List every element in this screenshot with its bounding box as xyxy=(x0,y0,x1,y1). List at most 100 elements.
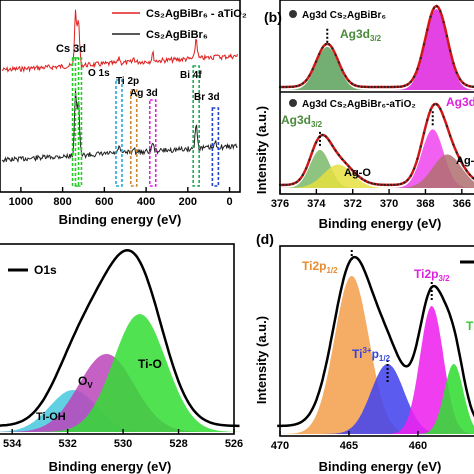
b-bottom-peak1-label: Ag3d3/2 xyxy=(281,113,323,129)
b-top-data-point xyxy=(426,28,429,31)
b-bottom-data-point xyxy=(370,182,373,185)
b-bottom-data-point xyxy=(354,172,357,175)
b-top-component-1 xyxy=(280,9,474,90)
b-top-data-point xyxy=(354,84,357,87)
b-top-data-point xyxy=(331,47,334,50)
b-tick-label: 372 xyxy=(344,198,362,210)
b-top-data-point xyxy=(465,84,468,87)
b-tick-label: 370 xyxy=(380,198,398,210)
b-bottom-data-point xyxy=(403,181,406,184)
panel-b-label: (b) xyxy=(264,9,282,25)
panel-d-frame xyxy=(279,245,474,437)
a-tick-label: 200 xyxy=(179,196,197,208)
b-bottom-legend-marker xyxy=(289,99,297,107)
b-bottom-data-point xyxy=(367,181,370,184)
b-bottom-data-point xyxy=(350,168,354,171)
panel-b-plot xyxy=(278,4,474,188)
b-bottom-data-point xyxy=(341,158,344,161)
b-bottom-data-point xyxy=(393,183,396,186)
b-bottom-data-point xyxy=(308,158,311,161)
b-bottom-component-1 xyxy=(280,164,474,188)
panel-d: (d) Intensity (a.u.) 470 465 460 Binding e… xyxy=(254,231,474,474)
b-top-data-point xyxy=(301,82,304,85)
b-top-component-0 xyxy=(280,46,474,90)
b-bottom-data-point xyxy=(295,181,298,184)
b-top-data-point xyxy=(468,85,471,88)
b-top-data-point xyxy=(452,62,455,65)
series-pristine-line xyxy=(1,90,238,164)
b-top-data-point xyxy=(449,49,452,52)
d-envelope-line xyxy=(277,255,474,428)
b-top-data-point xyxy=(305,79,308,82)
b-bottom-data-point xyxy=(292,182,295,185)
peak-marker-ti2p xyxy=(129,89,138,187)
peak-label-o1s: O 1s xyxy=(88,68,110,79)
c-envelope-line xyxy=(0,249,240,428)
b-bottom-data-point xyxy=(337,154,340,157)
c-label-tioh: Ti-OH xyxy=(36,411,66,423)
peak-label-ag3d: Ag 3d xyxy=(130,88,158,99)
b-top-data-point xyxy=(445,35,448,38)
b-top-data-point xyxy=(347,79,350,82)
c-component-2 xyxy=(0,314,240,432)
b-top-data-point xyxy=(436,5,439,8)
b-bottom-data-point xyxy=(298,178,301,181)
b-bottom-ag3d-label: Ag3d xyxy=(446,95,474,109)
b-top-data-point xyxy=(288,85,291,88)
b-top-data-point xyxy=(334,53,337,56)
peak-label-cs3d: Cs 3d xyxy=(56,43,86,55)
b-bottom-data-point xyxy=(321,133,324,136)
b-top-data-point xyxy=(416,67,419,71)
panel-a-x-ticks: 1000 800 600 400 200 0 xyxy=(9,187,233,208)
b-top-data-point xyxy=(429,15,432,18)
peak-marker-o1s xyxy=(115,79,123,187)
b-bottom-data-point xyxy=(458,158,462,161)
b-top-data-point xyxy=(400,85,403,88)
b-bottom-data-point xyxy=(429,108,432,112)
b-top-data-point xyxy=(419,56,422,60)
legend-label-pristine: Cs₂AgBiBr₆ xyxy=(146,29,208,41)
b-top-data-point xyxy=(314,60,318,63)
d-tick-label: 470 xyxy=(271,440,289,452)
panel-a-plot xyxy=(1,9,238,187)
b-bottom-data-point xyxy=(331,144,334,147)
c-label-tio: Ti-O xyxy=(138,357,162,371)
d-component-0 xyxy=(277,276,474,434)
panel-c: 534 532 530 528 526 Binding energy (eV) O1s … xyxy=(0,243,243,474)
panel-c-x-ticks: 534 532 530 528 526 xyxy=(3,429,243,450)
b-bottom-data-point xyxy=(334,149,337,152)
b-top-data-point xyxy=(367,85,370,89)
b-bottom-data-point xyxy=(311,149,314,152)
series-atio2-line xyxy=(1,9,238,73)
panel-a-frame xyxy=(0,0,241,193)
b-top-data-point xyxy=(328,43,331,46)
peak-label-ti2p: Ti 2p xyxy=(116,76,139,87)
b-top-peak-label: Ag3d3/2 xyxy=(340,27,382,43)
b-top-data-point xyxy=(409,80,412,83)
b-bottom-data-point xyxy=(409,174,412,177)
b-bottom-data-point xyxy=(442,115,445,118)
peak-marker-br3d xyxy=(211,107,220,187)
b-top-data-point xyxy=(403,84,406,87)
b-bottom-data-point xyxy=(445,125,448,128)
b-bottom-data-point xyxy=(449,134,452,137)
b-tick-label: 376 xyxy=(271,198,289,210)
b-bottom-data-point xyxy=(400,182,403,185)
b-top-data-point xyxy=(357,85,360,88)
b-bottom-data-point xyxy=(439,107,442,111)
peak-label-br3d: Br 3d xyxy=(194,92,220,103)
panel-b: (b) Intensity (a.u.) 376 374 372 370 368 366 … xyxy=(254,0,474,231)
b-top-data-point xyxy=(373,85,376,89)
peak-marker-cs3d xyxy=(74,57,83,187)
b-bottom-data-point xyxy=(436,103,439,106)
panel-a: 1000 800 600 400 200 0 Binding energy (eV) Cs… xyxy=(0,0,247,227)
b-bottom-data-point xyxy=(452,143,455,146)
b-top-data-point xyxy=(462,82,465,85)
b-top-data-point xyxy=(390,85,393,89)
peak-marker-ag3d xyxy=(148,99,157,187)
b-top-data-point xyxy=(364,85,367,88)
b-bottom-data-point xyxy=(357,175,360,178)
b-bottom-data-point xyxy=(364,179,367,182)
panel-d-plot xyxy=(277,250,474,434)
b-top-data-point xyxy=(422,43,426,46)
